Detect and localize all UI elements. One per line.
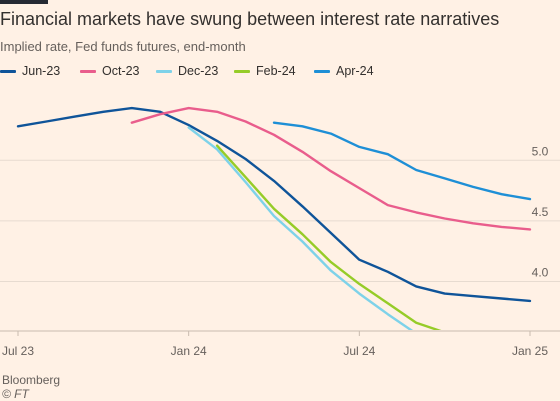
legend-label-jun-23: Jun-23: [22, 64, 61, 78]
legend-label-apr-24: Apr-24: [336, 64, 374, 78]
y-tick-label: 5.0: [532, 144, 549, 158]
legend-swatch-oct-23: [80, 69, 96, 73]
ft-brand-bar: [0, 0, 48, 4]
legend-swatch-dec-23: [156, 69, 172, 73]
series-line-jun-23: [16, 106, 532, 303]
legend-label-oct-23: Oct-23: [102, 64, 140, 78]
series-line-apr-24: [272, 121, 532, 201]
x-tick-label: Jan 24: [171, 344, 207, 358]
source-note: Bloomberg: [2, 373, 61, 387]
legend-swatch-jun-23: [0, 69, 16, 73]
series-line-feb-24: [215, 144, 442, 330]
credit-note: © FT: [2, 387, 29, 401]
x-tick-label: Jul 24: [343, 344, 375, 358]
legend-item-jun-23: Jun-23: [0, 64, 60, 78]
legend-label-feb-24: Feb-24: [256, 64, 296, 78]
series-line-dec-23: [187, 126, 414, 330]
legend-item-apr-24: Apr-24: [314, 64, 374, 78]
x-tick-label: Jan 25: [512, 344, 548, 358]
y-tick-label: 4.5: [532, 205, 549, 219]
legend: Jun-23 Oct-23 Dec-23 Feb-24 Apr-24: [0, 64, 560, 80]
legend-item-dec-23: Dec-23: [156, 64, 218, 78]
y-tick-label: 4.0: [532, 266, 549, 280]
legend-swatch-feb-24: [234, 69, 250, 73]
legend-item-feb-24: Feb-24: [234, 64, 296, 78]
chart-title: Financial markets have swung between int…: [0, 9, 500, 29]
chart-subtitle: Implied rate, Fed funds futures, end-mon…: [0, 39, 246, 54]
series-line-oct-23: [130, 106, 532, 231]
legend-label-dec-23: Dec-23: [178, 64, 219, 78]
legend-swatch-apr-24: [314, 69, 330, 73]
legend-item-oct-23: Oct-23: [80, 64, 140, 78]
x-tick-label: Jul 23: [2, 344, 34, 358]
